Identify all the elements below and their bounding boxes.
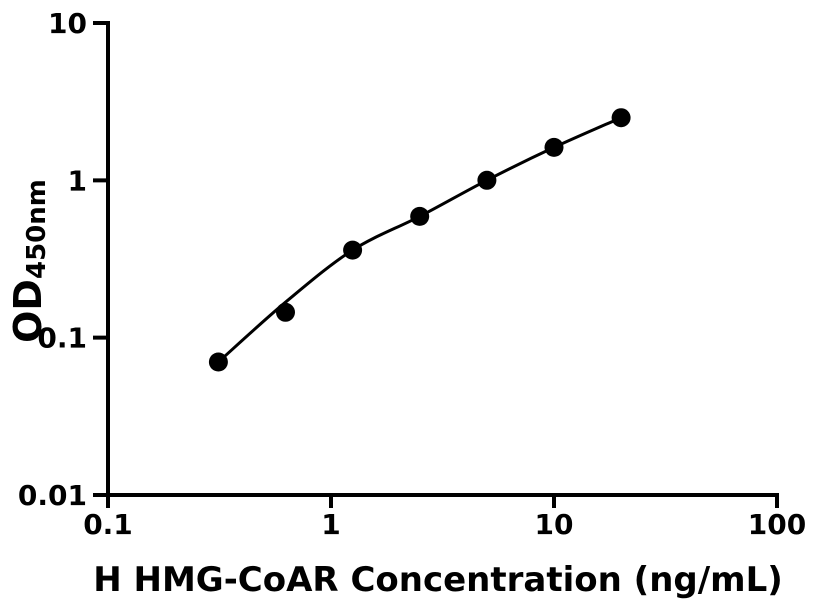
data-point — [611, 108, 631, 128]
data-point — [208, 352, 228, 372]
y-tick-label: 1 — [68, 164, 87, 197]
data-point — [477, 170, 497, 190]
y-axis-title: OD450nm — [6, 111, 52, 411]
data-point — [544, 137, 564, 157]
y-tick-label: 0.01 — [18, 479, 87, 512]
fit-curve — [216, 116, 623, 364]
x-tick-label: 10 — [535, 508, 574, 541]
y-tick-label: 0.1 — [37, 322, 87, 355]
y-tick-label: 10 — [48, 7, 87, 40]
x-tick-label: 100 — [748, 508, 806, 541]
data-point — [410, 206, 430, 226]
y-axis-title-subscript: 450nm — [22, 179, 52, 280]
data-point — [343, 240, 363, 260]
x-tick-label: 0.1 — [83, 508, 133, 541]
data-point — [276, 302, 295, 322]
x-tick-label: 1 — [321, 508, 340, 541]
y-axis-title-main: OD — [6, 279, 50, 343]
x-axis-title: H HMG-CoAR Concentration (ng/mL) — [93, 560, 783, 600]
